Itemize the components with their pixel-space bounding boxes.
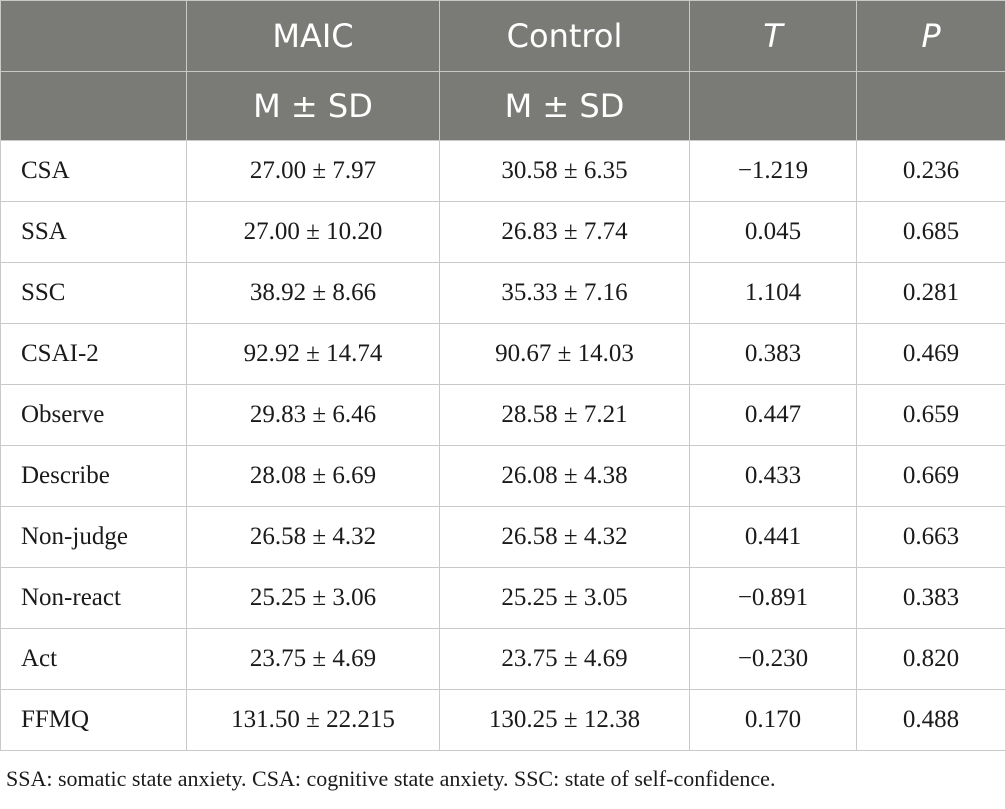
maic-value-cell: 27.00 ± 10.20: [186, 201, 440, 263]
control-value-cell: 90.67 ± 14.03: [439, 323, 690, 385]
row-label-cell: Non-react: [0, 567, 187, 629]
header-control-msd: M ± SD: [439, 71, 690, 141]
t-value-cell: 1.104: [689, 262, 857, 324]
results-table: MAIC Control T P M ± SD M ± SD CSA 27.00 …: [0, 0, 1005, 751]
table-row: SSC 38.92 ± 8.66 35.33 ± 7.16 1.104 0.281: [0, 262, 1005, 324]
row-label-cell: FFMQ: [0, 689, 187, 751]
t-value-cell: −1.219: [689, 140, 857, 202]
header-sub-corner: [0, 71, 187, 141]
header-row-groups: MAIC Control T P: [0, 0, 1005, 72]
row-label-cell: SSC: [0, 262, 187, 324]
p-value-cell: 0.383: [856, 567, 1005, 629]
maic-value-cell: 131.50 ± 22.215: [186, 689, 440, 751]
maic-value-cell: 92.92 ± 14.74: [186, 323, 440, 385]
p-value-cell: 0.236: [856, 140, 1005, 202]
table-row: Non-judge 26.58 ± 4.32 26.58 ± 4.32 0.441 0.…: [0, 506, 1005, 568]
p-value-cell: 0.663: [856, 506, 1005, 568]
t-value-cell: 0.383: [689, 323, 857, 385]
p-value-cell: 0.469: [856, 323, 1005, 385]
t-value-cell: 0.170: [689, 689, 857, 751]
control-value-cell: 25.25 ± 3.05: [439, 567, 690, 629]
header-maic-msd: M ± SD: [186, 71, 440, 141]
maic-value-cell: 27.00 ± 7.97: [186, 140, 440, 202]
maic-value-cell: 28.08 ± 6.69: [186, 445, 440, 507]
control-value-cell: 35.33 ± 7.16: [439, 262, 690, 324]
t-value-cell: 0.447: [689, 384, 857, 446]
table-row: Non-react 25.25 ± 3.06 25.25 ± 3.05 −0.891 0…: [0, 567, 1005, 629]
maic-value-cell: 38.92 ± 8.66: [186, 262, 440, 324]
table-row: Act 23.75 ± 4.69 23.75 ± 4.69 −0.230 0.820: [0, 628, 1005, 690]
row-label-cell: Observe: [0, 384, 187, 446]
maic-value-cell: 29.83 ± 6.46: [186, 384, 440, 446]
maic-value-cell: 23.75 ± 4.69: [186, 628, 440, 690]
t-value-cell: 0.045: [689, 201, 857, 263]
table-body: CSA 27.00 ± 7.97 30.58 ± 6.35 −1.219 0.236 SS…: [0, 140, 1005, 751]
row-label-cell: Act: [0, 628, 187, 690]
row-label-cell: Non-judge: [0, 506, 187, 568]
table-row: Observe 29.83 ± 6.46 28.58 ± 7.21 0.447 0.65…: [0, 384, 1005, 446]
table-row: SSA 27.00 ± 10.20 26.83 ± 7.74 0.045 0.685: [0, 201, 1005, 263]
maic-value-cell: 26.58 ± 4.32: [186, 506, 440, 568]
t-value-cell: 0.441: [689, 506, 857, 568]
control-value-cell: 26.58 ± 4.32: [439, 506, 690, 568]
p-value-cell: 0.669: [856, 445, 1005, 507]
header-sub-p: [856, 71, 1005, 141]
p-value-cell: 0.488: [856, 689, 1005, 751]
table-header: MAIC Control T P M ± SD M ± SD: [0, 0, 1005, 141]
row-label-cell: CSA: [0, 140, 187, 202]
maic-value-cell: 25.25 ± 3.06: [186, 567, 440, 629]
header-maic: MAIC: [186, 0, 440, 72]
header-row-stats: M ± SD M ± SD: [0, 71, 1005, 141]
p-value-cell: 0.281: [856, 262, 1005, 324]
header-sub-t: [689, 71, 857, 141]
t-value-cell: 0.433: [689, 445, 857, 507]
control-value-cell: 30.58 ± 6.35: [439, 140, 690, 202]
header-corner-cell: [0, 0, 187, 72]
table-row: Describe 28.08 ± 6.69 26.08 ± 4.38 0.433 0.6…: [0, 445, 1005, 507]
control-value-cell: 28.58 ± 7.21: [439, 384, 690, 446]
header-p: P: [856, 0, 1005, 72]
table-footnote: SSA: somatic state anxiety. CSA: cogniti…: [6, 766, 776, 791]
control-value-cell: 130.25 ± 12.38: [439, 689, 690, 751]
row-label-cell: SSA: [0, 201, 187, 263]
t-value-cell: −0.891: [689, 567, 857, 629]
control-value-cell: 26.08 ± 4.38: [439, 445, 690, 507]
control-value-cell: 26.83 ± 7.74: [439, 201, 690, 263]
table-row: CSAI-2 92.92 ± 14.74 90.67 ± 14.03 0.383 0.4…: [0, 323, 1005, 385]
table-row: CSA 27.00 ± 7.97 30.58 ± 6.35 −1.219 0.236: [0, 140, 1005, 202]
p-value-cell: 0.659: [856, 384, 1005, 446]
control-value-cell: 23.75 ± 4.69: [439, 628, 690, 690]
p-value-cell: 0.820: [856, 628, 1005, 690]
header-control: Control: [439, 0, 690, 72]
row-label-cell: CSAI-2: [0, 323, 187, 385]
p-value-cell: 0.685: [856, 201, 1005, 263]
row-label-cell: Describe: [0, 445, 187, 507]
t-value-cell: −0.230: [689, 628, 857, 690]
table-row: FFMQ 131.50 ± 22.215 130.25 ± 12.38 0.170 0.…: [0, 689, 1005, 751]
header-t: T: [689, 0, 857, 72]
